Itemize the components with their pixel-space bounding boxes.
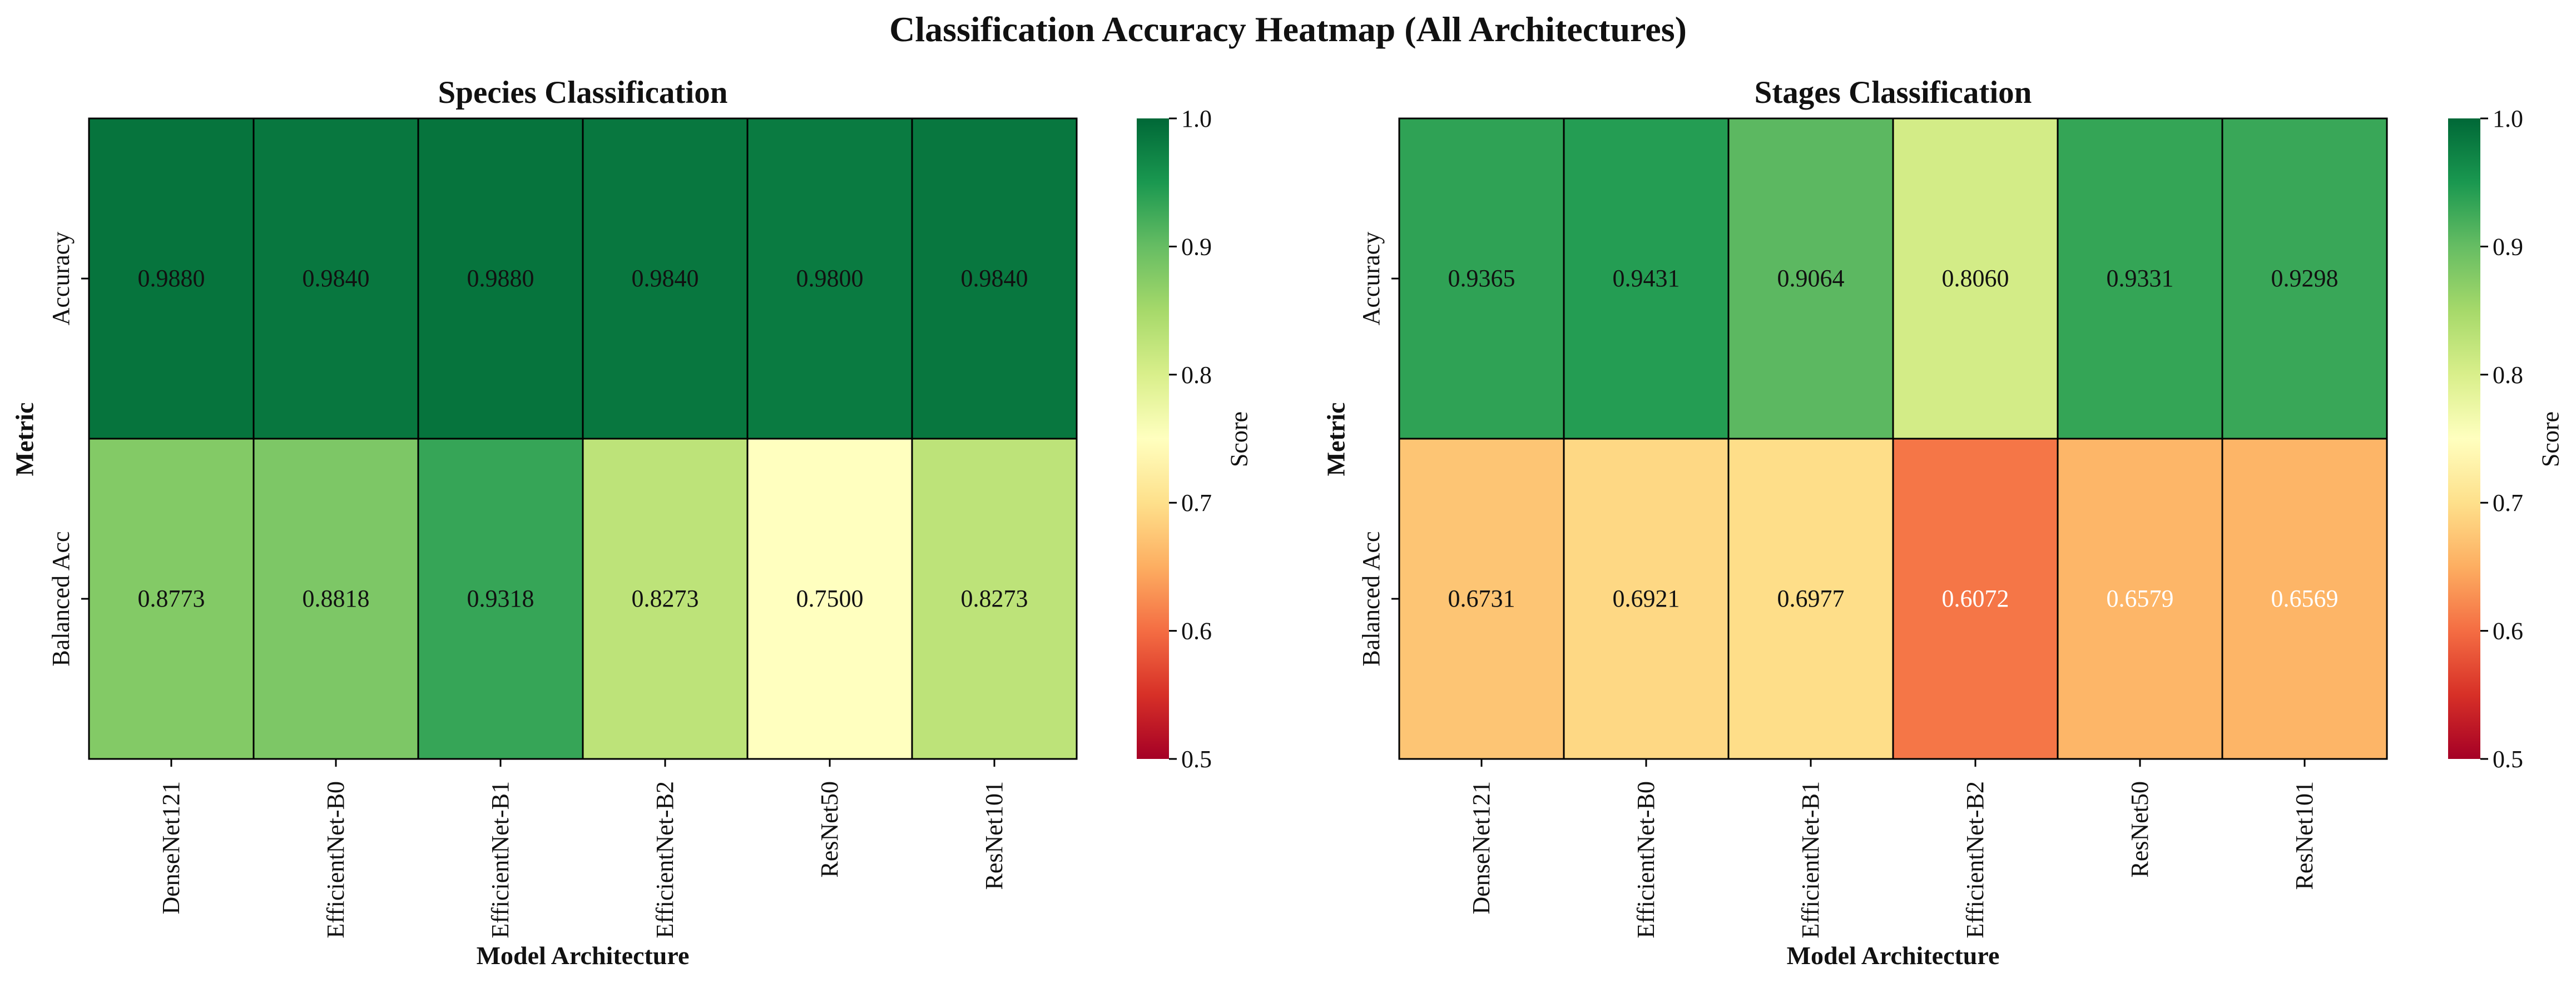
heatmap-cell [417, 117, 584, 440]
heatmap-cell [2221, 117, 2388, 440]
cell-value-label: 0.9840 [303, 265, 370, 292]
figure-title: Classification Accuracy Heatmap (All Arc… [889, 9, 1687, 49]
cell-value-label: 0.9840 [961, 265, 1028, 292]
heatmap-frame [1398, 117, 2388, 760]
heatmap-cell [582, 438, 749, 760]
colorbar-tick-label: 0.7 [2493, 489, 2523, 517]
heatmap-frame [88, 117, 1078, 760]
x-axis-label-species: Model Architecture [476, 941, 690, 970]
cell-value-label: 0.8818 [303, 585, 370, 612]
x-tick-label: EfficientNet-B1 [487, 781, 514, 939]
y-tick-label: Accuracy [1358, 232, 1385, 326]
heatmap-cell [1563, 117, 1730, 440]
cell-value-label: 0.9331 [2107, 265, 2174, 292]
x-tick-label: ResNet50 [2126, 781, 2153, 878]
colorbar-tick-label: 0.5 [2493, 746, 2523, 773]
colorbar-tick-label: 0.5 [1181, 746, 1212, 773]
cell-value-label: 0.9840 [632, 265, 699, 292]
y-tick-label: Balanced Acc [47, 531, 75, 666]
x-tick-label: EfficientNet-B2 [651, 781, 678, 939]
x-tick-label: DenseNet121 [157, 781, 185, 915]
panel-title-stages: Stages Classification [1754, 75, 2032, 110]
heatmap-cell [252, 438, 419, 760]
cell-value-label: 0.9880 [138, 265, 205, 292]
cell-value-label: 0.9064 [1777, 265, 1845, 292]
heatmap-cell [88, 117, 255, 440]
heatmap-cell [582, 117, 749, 440]
cell-value-label: 0.8773 [138, 585, 205, 612]
heatmap-cell [1398, 117, 1565, 440]
colorbar-tick-label: 0.8 [1181, 361, 1212, 389]
heatmap-cell [2221, 438, 2388, 760]
cell-value-label: 0.6072 [1942, 585, 2009, 612]
cell-value-label: 0.9431 [1613, 265, 1680, 292]
cell-value-label: 0.6569 [2271, 585, 2339, 612]
colorbar-tick-label: 0.8 [2493, 361, 2523, 389]
heatmap-cell [746, 438, 913, 760]
cell-value-label: 0.9880 [467, 265, 534, 292]
heatmap-cell [417, 438, 584, 760]
cell-value-label: 0.6579 [2107, 585, 2174, 612]
heatmap-cell [1727, 438, 1894, 760]
colorbar-tick-label: 0.6 [2493, 618, 2523, 645]
heatmap-cell [911, 438, 1078, 760]
cell-value-label: 0.9298 [2271, 265, 2339, 292]
cell-value-label: 0.9318 [467, 585, 534, 612]
x-tick-label: ResNet101 [980, 781, 1008, 890]
heatmap-cell [1892, 438, 2059, 760]
x-tick-label: DenseNet121 [1468, 781, 1495, 915]
heatmap-cell [746, 117, 913, 440]
cell-value-label: 0.6731 [1448, 585, 1515, 612]
colorbar-tick-label: 0.7 [1181, 489, 1212, 517]
cell-value-label: 0.6977 [1777, 585, 1845, 612]
cell-value-label: 0.7500 [796, 585, 864, 612]
colorbar [1137, 118, 1169, 759]
x-tick-label: ResNet50 [816, 781, 843, 878]
y-tick-label: Accuracy [47, 232, 75, 326]
colorbar-tick-label: 0.9 [1181, 233, 1212, 260]
cell-value-label: 0.8060 [1942, 265, 2009, 292]
x-tick-label: ResNet101 [2291, 781, 2318, 890]
cell-value-label: 0.9365 [1448, 265, 1515, 292]
colorbar-tick-label: 1.0 [2493, 105, 2523, 132]
cell-value-label: 0.9800 [796, 265, 864, 292]
colorbar [2448, 118, 2480, 759]
x-axis-label-stages: Model Architecture [1786, 941, 2000, 970]
heatmap-cell [1892, 117, 2059, 440]
colorbar-tick-label: 0.9 [2493, 233, 2523, 260]
x-tick-label: EfficientNet-B1 [1797, 781, 1824, 939]
x-tick-label: EfficientNet-B0 [1632, 781, 1659, 939]
colorbar-tick-label: 0.6 [1181, 618, 1212, 645]
heatmap-cell [1563, 438, 1730, 760]
x-tick-label: EfficientNet-B0 [322, 781, 349, 939]
y-tick-label: Balanced Acc [1358, 531, 1385, 666]
heatmap-cell [911, 117, 1078, 440]
cell-value-label: 0.6921 [1613, 585, 1680, 612]
panel-title-species: Species Classification [438, 75, 728, 110]
cell-value-label: 0.8273 [632, 585, 699, 612]
heatmap-cell [88, 438, 255, 760]
colorbar-tick-label: 1.0 [1181, 105, 1212, 132]
x-tick-label: EfficientNet-B2 [1961, 781, 1989, 939]
cell-value-label: 0.8273 [961, 585, 1028, 612]
